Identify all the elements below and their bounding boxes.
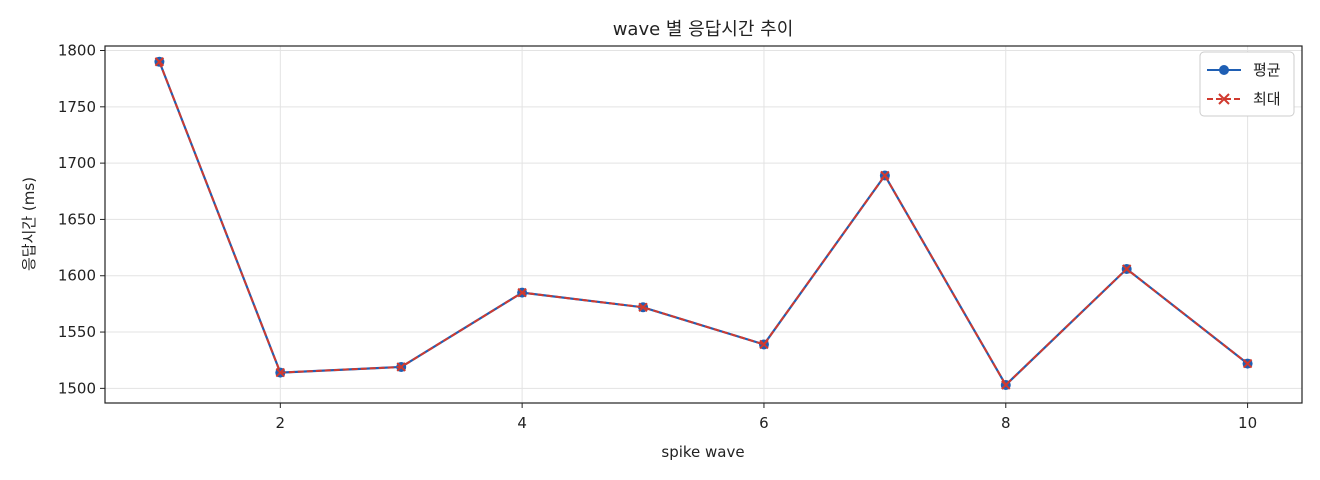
chart-title: wave 별 응답시간 추이 (613, 19, 794, 40)
data-point-max (275, 367, 286, 378)
series-line-avg (158, 61, 1249, 387)
legend-label-avg: 평균 (1253, 61, 1281, 79)
x-tick-label: 8 (1001, 414, 1011, 432)
plot-area-frame (104, 45, 1303, 404)
data-point-max (638, 302, 648, 312)
data-point-max (517, 287, 527, 298)
grid (105, 46, 1302, 403)
legend: 평균 최대 (1199, 51, 1295, 117)
x-tick-label: 10 (1238, 414, 1257, 432)
y-tick-label: 1800 (58, 42, 96, 60)
data-point-max (154, 57, 165, 67)
series-line-max (158, 61, 1249, 386)
y-tick-label: 1600 (58, 267, 96, 285)
legend-marker-max (1218, 93, 1230, 105)
legend-marker-avg (1219, 65, 1229, 75)
data-point-max (759, 339, 769, 350)
x-axis-label: spike wave (661, 443, 744, 461)
data-point-max (396, 362, 406, 372)
y-tick-label: 1650 (58, 210, 96, 228)
y-axis-label: 응답시간 (ms) (20, 177, 38, 271)
y-tick-label: 1550 (58, 323, 96, 341)
axis-ticks: 2 4 6 8 10 1500 1550 1600 1650 1700 1750 1800 (58, 42, 1257, 432)
x-tick-label: 4 (517, 414, 527, 432)
y-tick-label: 1500 (58, 379, 96, 397)
data-point-max (1242, 358, 1253, 369)
x-tick-label: 2 (276, 414, 286, 432)
y-tick-label: 1700 (58, 154, 96, 172)
legend-label-max: 최대 (1253, 90, 1281, 108)
x-tick-label: 6 (759, 414, 769, 432)
data-point-max (1001, 380, 1011, 390)
series-layer (154, 56, 1253, 390)
y-tick-label: 1750 (58, 98, 96, 116)
data-point-max (1121, 264, 1132, 274)
data-point-max (880, 170, 890, 181)
